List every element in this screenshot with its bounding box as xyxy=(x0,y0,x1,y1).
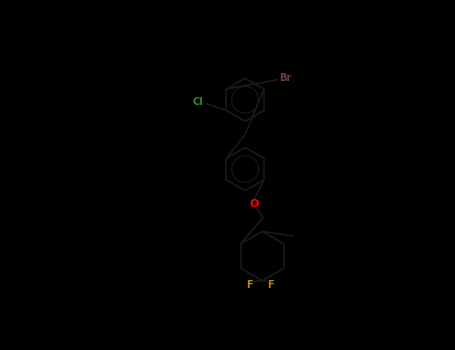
Text: Br: Br xyxy=(279,73,292,83)
Text: F: F xyxy=(246,280,253,289)
Text: Cl: Cl xyxy=(192,97,203,107)
Text: F: F xyxy=(267,280,273,289)
Text: O: O xyxy=(250,199,259,209)
